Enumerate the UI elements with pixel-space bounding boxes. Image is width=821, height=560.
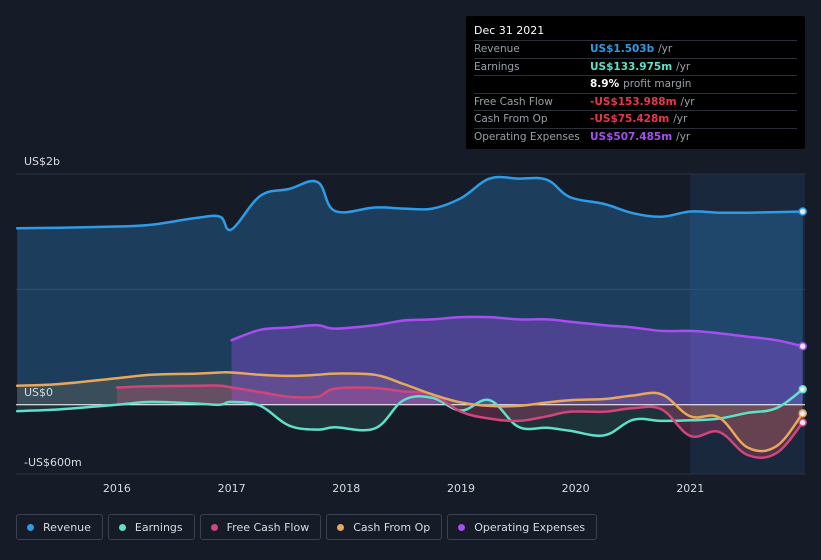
tooltip-row-unit: /yr (680, 95, 695, 108)
tooltip-row-value: US$507.485m (590, 130, 673, 143)
gridlines (16, 173, 805, 475)
legend-dot-icon (118, 523, 126, 531)
tooltip-row-unit: /yr (676, 60, 691, 73)
legend-item-free-cash-flow[interactable]: Free Cash Flow (199, 514, 322, 540)
legend-dot-icon (27, 523, 34, 531)
tooltip-row-label: Earnings (474, 60, 520, 73)
operating-expenses-line (230, 315, 804, 348)
legend-label: Free Cash Flow (226, 520, 310, 534)
tooltip-row: Revenue US$1.503b/yr (474, 41, 797, 59)
tooltip-row: Earnings US$133.975m/yr (474, 59, 797, 77)
tooltip-row-label: Operating Expenses (474, 130, 580, 143)
tooltip-row-label: Cash From Op (474, 113, 548, 126)
free-cash-flow-end-point[interactable] (798, 418, 807, 427)
cash-from-op-end-point[interactable] (798, 409, 807, 418)
tooltip-row: 8.9% profit margin (474, 76, 797, 94)
x-tick-label: 2021 (676, 482, 704, 495)
data-tooltip: Dec 31 2021 Revenue US$1.503b/yr Earnings U… (466, 16, 805, 149)
legend-label: Operating Expenses (474, 520, 586, 534)
legend-dot-icon (210, 523, 218, 531)
operating-expenses-end-point[interactable] (798, 342, 807, 351)
free-cash-flow-line (115, 384, 804, 459)
revenue-area (17, 176, 803, 405)
x-axis: 2016 2017 2018 2019 2020 2021 (103, 482, 704, 495)
legend-item-cash-from-op[interactable]: Cash From Op (326, 514, 443, 540)
tooltip-row-value: US$1.503b (590, 43, 655, 55)
tooltip-row-value: -US$75.428m (590, 113, 670, 126)
series-lines (15, 175, 804, 459)
tooltip-row-value: 8.9% (590, 78, 620, 91)
legend-label: Cash From Op (353, 520, 431, 534)
tooltip-date: Dec 31 2021 (474, 22, 797, 41)
tooltip-row-label: Revenue (474, 43, 520, 55)
tooltip-row-unit: /yr (673, 113, 688, 126)
series-end-markers (798, 207, 807, 427)
earnings-line (15, 388, 804, 437)
y-tick-label: -US$600m (24, 456, 82, 469)
tooltip-row-unit: profit margin (623, 78, 692, 91)
legend-label: Revenue (43, 520, 91, 534)
tooltip-row: Cash From Op -US$75.428m/yr (474, 111, 797, 129)
legend-dot-icon (458, 523, 466, 531)
y-tick-label: US$2b (24, 155, 60, 168)
tooltip-row-value: -US$153.988m (590, 95, 677, 108)
revenue-end-point[interactable] (798, 207, 807, 216)
legend-item-earnings[interactable]: Earnings (107, 514, 195, 540)
earnings-end-point[interactable] (798, 385, 807, 394)
tooltip-row-label: Free Cash Flow (474, 95, 553, 108)
legend-dot-icon (337, 523, 345, 531)
tooltip-row: Free Cash Flow -US$153.988m/yr (474, 94, 797, 112)
tooltip-row: Operating Expenses US$507.485m/yr (474, 129, 797, 146)
x-tick-label: 2018 (332, 482, 360, 495)
x-tick-label: 2017 (218, 482, 246, 495)
cash-from-op-area (17, 372, 803, 452)
y-axis: US$2b US$0 -US$600m (24, 155, 82, 469)
tooltip-row-unit: /yr (658, 43, 673, 55)
tooltip-row-unit: /yr (676, 130, 691, 143)
legend-item-revenue[interactable]: Revenue (16, 514, 103, 540)
forecast-highlight-band (690, 174, 805, 474)
tooltip-row-label (474, 76, 590, 93)
revenue-line (15, 175, 804, 232)
y-tick-label: US$0 (24, 386, 53, 399)
legend-label: Earnings (134, 520, 183, 534)
earnings-area (17, 389, 803, 436)
legend-item-operating-expenses[interactable]: Operating Expenses (447, 514, 598, 540)
chart-legend: Revenue Earnings Free Cash Flow Cash From O… (16, 514, 598, 540)
x-tick-label: 2020 (562, 482, 590, 495)
operating-expenses-area (231, 316, 803, 405)
free-cash-flow-area (116, 385, 803, 458)
cash-from-op-line (15, 370, 804, 453)
x-tick-label: 2019 (447, 482, 475, 495)
series-areas (17, 176, 803, 458)
x-tick-label: 2016 (103, 482, 131, 495)
tooltip-row-value: US$133.975m (590, 60, 673, 73)
